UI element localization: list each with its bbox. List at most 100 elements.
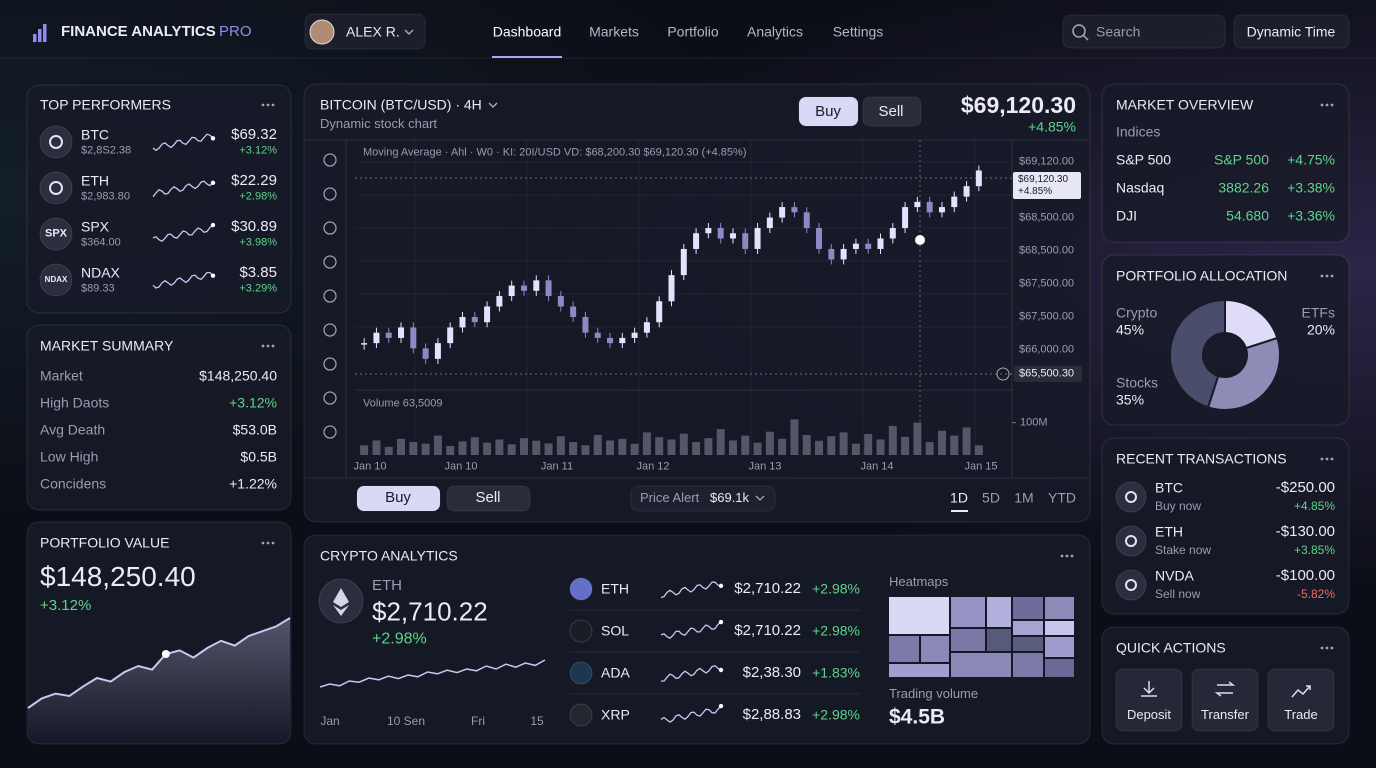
more-dot[interactable] (266, 344, 270, 348)
index-value: S&P 500 (1213, 151, 1269, 168)
time-button[interactable] (1233, 14, 1350, 49)
more-dot[interactable] (1330, 103, 1334, 107)
asset-price: $2,710.22 (372, 596, 488, 627)
more-dot[interactable] (271, 344, 275, 348)
user-name[interactable]: ALEX R. (346, 23, 400, 40)
range-button[interactable]: 1M (1014, 489, 1034, 506)
more-dot[interactable] (261, 103, 265, 107)
tool-icon[interactable] (323, 323, 337, 337)
more-dot[interactable] (1330, 274, 1334, 278)
sell-label[interactable]: Sell (878, 103, 904, 120)
asset-badge: NDAX (44, 275, 68, 285)
nav-link[interactable]: Portfolio (667, 23, 719, 40)
asset-symbol: BTC (81, 126, 109, 143)
action-button[interactable] (1267, 668, 1335, 732)
more-dot[interactable] (271, 541, 275, 545)
volume-bar (962, 427, 971, 455)
nav-link[interactable]: Dashboard (492, 23, 562, 40)
tool-icon[interactable] (323, 425, 337, 439)
buy-label[interactable]: Buy (815, 103, 841, 120)
asset-sub: $2,983.80 (81, 190, 130, 203)
index-change: +4.75% (1287, 151, 1335, 168)
tool-icon[interactable] (323, 153, 337, 167)
action-label[interactable]: Trade (1284, 707, 1318, 723)
sparkline (660, 581, 722, 599)
range-button[interactable]: YTD (1048, 489, 1076, 506)
tx-change: -5.82% (1296, 586, 1335, 601)
sparkline-dot (210, 180, 216, 186)
volume-bar (519, 438, 528, 455)
heatmap-cell (1013, 653, 1043, 677)
tool-icon[interactable] (323, 221, 337, 235)
more-dot[interactable] (1330, 457, 1334, 461)
tool-icon[interactable] (323, 255, 337, 269)
more-dot[interactable] (1325, 646, 1329, 650)
more-dot[interactable] (1070, 554, 1074, 558)
alert-value[interactable]: $69.1k (710, 490, 750, 506)
volume-bar (888, 425, 897, 455)
asset-sub: $89.33 (81, 282, 115, 295)
candle-body (508, 285, 515, 297)
range-button[interactable]: 5D (982, 489, 1000, 506)
more-dot[interactable] (1325, 274, 1329, 278)
highlight-point (161, 650, 170, 658)
more-dot[interactable] (261, 541, 265, 545)
current-price-box (1013, 172, 1081, 199)
range-button[interactable]: 1D (950, 489, 968, 506)
area (28, 618, 290, 743)
price-alert[interactable] (630, 485, 776, 512)
asset-symbol: ETH (601, 580, 629, 597)
asset-price: $2,710.22 (734, 580, 801, 597)
heatmap-cell (951, 629, 985, 651)
action-button[interactable] (1115, 668, 1183, 732)
volume-bar (593, 434, 602, 455)
candle-body (422, 348, 429, 359)
asset-symbol: ADA (601, 664, 630, 681)
action-label[interactable]: Transfer (1201, 707, 1249, 723)
action-button[interactable] (1191, 668, 1259, 732)
index-name: DJI (1116, 207, 1137, 224)
price-axis-label: $67,500.00 (1019, 277, 1075, 290)
more-dot[interactable] (1060, 554, 1064, 558)
buy-button[interactable] (798, 96, 859, 127)
more-dot[interactable] (1325, 103, 1329, 107)
more-dot[interactable] (271, 103, 275, 107)
volume-bar (950, 435, 959, 455)
more-dot[interactable] (1320, 646, 1324, 650)
sell-button[interactable] (862, 96, 922, 127)
candle-body (471, 316, 478, 323)
card-title: PORTFOLIO VALUE (40, 534, 170, 551)
tool-icon[interactable] (323, 289, 337, 303)
buy-button[interactable] (356, 485, 441, 512)
buy-label[interactable]: Buy (385, 489, 411, 506)
action-label[interactable]: Deposit (1126, 707, 1172, 723)
logo-bar (38, 29, 42, 42)
more-dot[interactable] (1320, 457, 1324, 461)
tool-icon[interactable] (323, 391, 337, 405)
user-menu[interactable] (304, 13, 426, 50)
more-dot[interactable] (266, 541, 270, 545)
candle-body (889, 228, 896, 239)
sell-button[interactable] (446, 485, 531, 512)
tool-icon[interactable] (323, 187, 337, 201)
nav-link[interactable]: Markets (589, 23, 639, 40)
sell-label[interactable]: Sell (475, 489, 501, 506)
more-dot[interactable] (266, 103, 270, 107)
nav-link[interactable]: Settings (832, 23, 884, 40)
asset-icon (1115, 481, 1147, 513)
tool-icon[interactable] (323, 357, 337, 371)
search-input[interactable]: Search (1096, 23, 1141, 40)
more-dot[interactable] (261, 344, 265, 348)
alert-label[interactable]: Price Alert (640, 490, 700, 506)
x-axis-label: Jan 11 (540, 460, 574, 473)
more-dot[interactable] (1325, 457, 1329, 461)
search-box[interactable] (1062, 14, 1226, 49)
more-dot[interactable] (1330, 646, 1334, 650)
more-dot[interactable] (1065, 554, 1069, 558)
time-button-label[interactable]: Dynamic Time (1246, 23, 1336, 40)
nav-link[interactable]: Analytics (746, 23, 804, 40)
sparkline-dot (210, 136, 216, 141)
more-dot[interactable] (1320, 274, 1324, 278)
more-dot[interactable] (1320, 103, 1324, 107)
volume-bar (913, 422, 922, 455)
